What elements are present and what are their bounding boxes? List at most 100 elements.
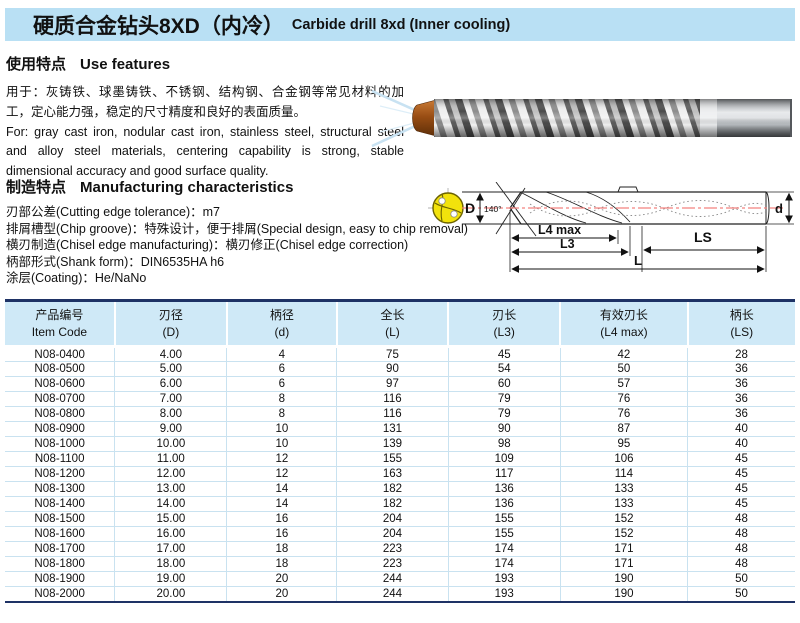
value-cell: 8 [226,391,337,407]
value-cell: 79 [447,406,561,422]
value-cell: 42 [559,346,688,362]
value-cell: 152 [559,526,688,542]
manufacturing-heading: 制造特点 Manufacturing characteristics [6,176,481,197]
value-cell: 20.00 [114,586,227,602]
label-D: D [465,200,475,216]
col-flute-length-L3: 刃长 (L3) [447,300,561,348]
drill-shank [700,99,792,137]
value-cell: 57 [559,376,688,392]
spec-table-container: 产品编号 Item Code 刃径 (D) 柄径 (d) 全长 (L) 刃长 (L3) 有… [5,299,795,603]
label-L: L [634,253,642,268]
value-cell: 190 [559,586,688,602]
col-effective-length-L4: 有效刃长 (L4 max) [559,300,688,348]
spec-table-body: N08-0400 4.00 4 75 45 42 28 N08-0500 5.00 6 90 54 50… [5,346,795,602]
use-features-heading-en: Use features [80,56,171,73]
value-cell: 76 [559,406,688,422]
item-code-cell: N08-0500 [5,361,115,377]
drill-photo [371,89,792,148]
table-row: N08-1800 18.00 18 223 174 171 48 [5,556,795,572]
value-cell: 136 [447,481,561,497]
col-item-code: 产品编号 Item Code [5,300,115,348]
page-title-en: Carbide drill 8xd (Inner cooling) [291,16,511,33]
use-features-text-zh: 用于：灰铸铁、球墨铸铁、不锈钢、结构钢、合金钢等常见材料的加工，定心能力强，稳定… [6,85,404,119]
value-cell: 28 [687,346,795,362]
table-row: N08-0400 4.00 4 75 45 42 28 [5,346,795,362]
value-cell: 223 [336,556,449,572]
value-cell: 15.00 [114,511,227,527]
value-cell: 244 [336,586,449,602]
value-cell: 90 [336,361,449,377]
item-code-cell: N08-1600 [5,526,115,542]
value-cell: 171 [559,556,688,572]
value-cell: 90 [447,421,561,437]
value-cell: 116 [336,406,449,422]
value-cell: 14 [226,496,337,512]
table-row: N08-0500 5.00 6 90 54 50 36 [5,361,795,377]
value-cell: 18 [226,556,337,572]
value-cell: 48 [687,526,795,542]
table-row: N08-2000 20.00 20 244 193 190 50 [5,586,795,602]
value-cell: 136 [447,496,561,512]
value-cell: 171 [559,541,688,557]
table-row: N08-0800 8.00 8 116 79 76 36 [5,406,795,422]
value-cell: 95 [559,436,688,452]
value-cell: 155 [447,526,561,542]
value-cell: 155 [447,511,561,527]
value-cell: 109 [447,451,561,467]
dimension-diagram: D 140° d L4 max L3 LS L [428,182,794,273]
item-code-cell: N08-1900 [5,571,115,587]
value-cell: 54 [447,361,561,377]
drill-side-view [462,182,770,237]
table-row: N08-1700 17.00 18 223 174 171 48 [5,541,795,557]
col-shank-diameter-d: 柄径 (d) [225,300,337,348]
item-code-cell: N08-1500 [5,511,115,527]
value-cell: 40 [687,436,795,452]
value-cell: 6 [226,361,337,377]
value-cell: 36 [687,406,795,422]
value-cell: 17.00 [114,541,227,557]
value-cell: 48 [687,556,795,572]
use-features-heading: 使用特点 Use features [6,53,404,74]
item-code-cell: N08-0700 [5,391,115,407]
value-cell: 193 [447,586,561,602]
value-cell: 114 [559,466,688,482]
table-row: N08-1000 10.00 10 139 98 95 40 [5,436,795,452]
value-cell: 14 [226,481,337,497]
item-code-cell: N08-1400 [5,496,115,512]
value-cell: 19.00 [114,571,227,587]
drill-flutes [434,99,700,137]
value-cell: 20 [226,586,337,602]
value-cell: 50 [687,586,795,602]
item-code-cell: N08-1700 [5,541,115,557]
item-code-cell: N08-0900 [5,421,115,437]
label-d: d [775,201,783,216]
value-cell: 36 [687,361,795,377]
value-cell: 155 [336,451,449,467]
item-code-cell: N08-0600 [5,376,115,392]
table-header-row: 产品编号 Item Code 刃径 (D) 柄径 (d) 全长 (L) 刃长 (L3) 有… [5,300,795,348]
use-features-heading-zh: 使用特点 [6,56,67,73]
value-cell: 11.00 [114,451,227,467]
value-cell: 152 [559,511,688,527]
value-cell: 133 [559,481,688,497]
value-cell: 12 [226,451,337,467]
value-cell: 117 [447,466,561,482]
cross-section-view [428,188,468,228]
spec-line: 柄部形式(Shank form)：DIN6535HA h6 [6,254,225,269]
table-row: N08-1500 15.00 16 204 155 152 48 [5,511,795,527]
value-cell: 4.00 [114,346,227,362]
value-cell: 50 [559,361,688,377]
value-cell: 174 [447,541,561,557]
value-cell: 8 [226,406,337,422]
manufacturing-section: 制造特点 Manufacturing characteristics 刃部公差(C… [6,176,481,287]
value-cell: 6.00 [114,376,227,392]
value-cell: 204 [336,526,449,542]
table-row: N08-1100 11.00 12 155 109 106 45 [5,451,795,467]
label-L3: L3 [560,237,575,251]
value-cell: 45 [687,481,795,497]
value-cell: 133 [559,496,688,512]
manufacturing-heading-zh: 制造特点 [6,179,67,196]
item-code-cell: N08-0800 [5,406,115,422]
table-row: N08-1300 13.00 14 182 136 133 45 [5,481,795,497]
value-cell: 174 [447,556,561,572]
